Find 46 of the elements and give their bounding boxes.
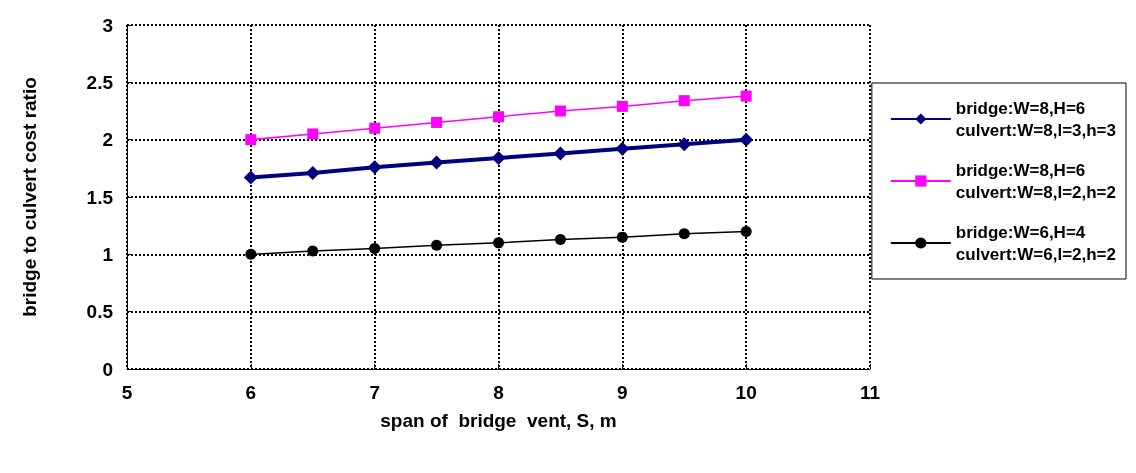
point (616, 231, 628, 243)
y-tick-label: 2 (102, 129, 113, 151)
x-tick-label: 5 (121, 382, 133, 403)
point (678, 228, 690, 240)
point (493, 111, 504, 123)
point (307, 245, 319, 257)
legend-label: bridge:W=6,H=4 culvert:W=6,l=2,h=2 (955, 222, 1116, 264)
x-tick-label: 9 (617, 382, 628, 403)
point (245, 134, 257, 146)
point (367, 160, 382, 175)
point (739, 132, 754, 147)
point (554, 233, 566, 245)
point (429, 155, 444, 170)
point (740, 225, 752, 237)
x-tick-label: 6 (245, 382, 257, 403)
y-tick-label: 0.5 (86, 301, 114, 323)
y-tick-label: 1 (102, 243, 114, 265)
x-axis-title: span of bridge vent, S, m (380, 410, 617, 431)
point (431, 116, 443, 128)
y-tick-label: 1.5 (86, 186, 114, 208)
point (615, 141, 630, 156)
point (307, 128, 319, 140)
y-tick-label: 2.5 (86, 71, 114, 93)
y-tick-label: 3 (102, 14, 113, 36)
point (678, 95, 690, 107)
point (616, 100, 628, 112)
point (553, 146, 568, 161)
point (554, 105, 566, 117)
point (491, 151, 506, 166)
point (369, 243, 381, 255)
x-tick-label: 8 (493, 382, 504, 403)
point (493, 237, 504, 249)
x-tick-label: 7 (369, 382, 380, 403)
point (740, 90, 752, 102)
point (369, 122, 381, 134)
legend-label: bridge:W=8,H=6 culvert:W=8,l=3,h=3 (955, 98, 1116, 140)
y-axis-title: bridge to culvert cost ratio (19, 77, 40, 317)
point (431, 239, 443, 251)
x-tick-label: 11 (859, 382, 881, 403)
point (677, 137, 692, 152)
point (245, 248, 257, 260)
y-tick-label: 0 (102, 358, 113, 380)
x-tick-label: 10 (735, 382, 757, 403)
legend-label: bridge:W=8,H=6 culvert:W=8,l=2,h=2 (955, 160, 1116, 202)
point (305, 165, 320, 180)
point (243, 170, 258, 185)
